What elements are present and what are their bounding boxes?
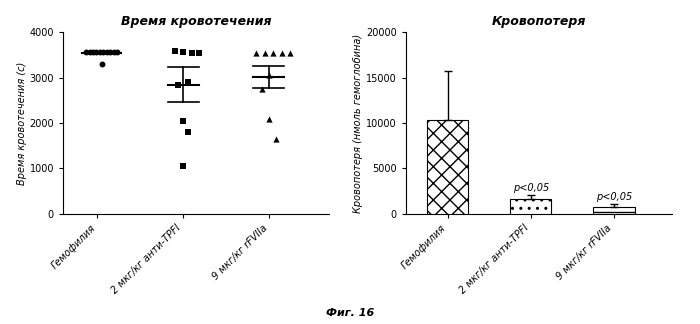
- Point: [98, 50, 109, 55]
- Text: Фиг. 16: Фиг. 16: [326, 307, 374, 318]
- Point: [186, 50, 197, 55]
- Point: [178, 164, 189, 169]
- Point: [276, 50, 288, 55]
- Point: [193, 50, 204, 55]
- Text: p<0,05: p<0,05: [596, 192, 632, 202]
- Point: [88, 50, 99, 55]
- Point: [80, 50, 92, 55]
- Point: [259, 50, 270, 55]
- Point: [108, 50, 119, 55]
- Point: [84, 50, 95, 55]
- Point: [183, 80, 194, 85]
- Point: [285, 51, 296, 56]
- Point: [178, 118, 189, 123]
- Bar: [427, 121, 468, 214]
- Point: [96, 62, 107, 67]
- Point: [91, 50, 102, 55]
- Point: [256, 87, 267, 92]
- Text: p<0,05: p<0,05: [512, 182, 549, 192]
- Point: [183, 130, 194, 135]
- Point: [111, 50, 122, 55]
- Point: [251, 50, 262, 55]
- Point: [270, 136, 281, 142]
- Y-axis label: Кровопотеря (нмоль гемоглобина): Кровопотеря (нмоль гемоглобина): [354, 34, 363, 213]
- Point: [263, 73, 274, 78]
- Point: [263, 117, 274, 122]
- Point: [104, 50, 116, 55]
- Bar: [510, 199, 552, 214]
- Point: [94, 50, 106, 55]
- Point: [172, 82, 183, 87]
- Point: [102, 50, 113, 55]
- Title: Кровопотеря: Кровопотеря: [492, 16, 586, 29]
- Point: [169, 48, 180, 53]
- Bar: [593, 207, 635, 214]
- Title: Время кровотечения: Время кровотечения: [120, 16, 272, 29]
- Point: [267, 50, 279, 55]
- Y-axis label: Время кровотечения (с): Время кровотечения (с): [17, 62, 27, 185]
- Point: [178, 49, 189, 54]
